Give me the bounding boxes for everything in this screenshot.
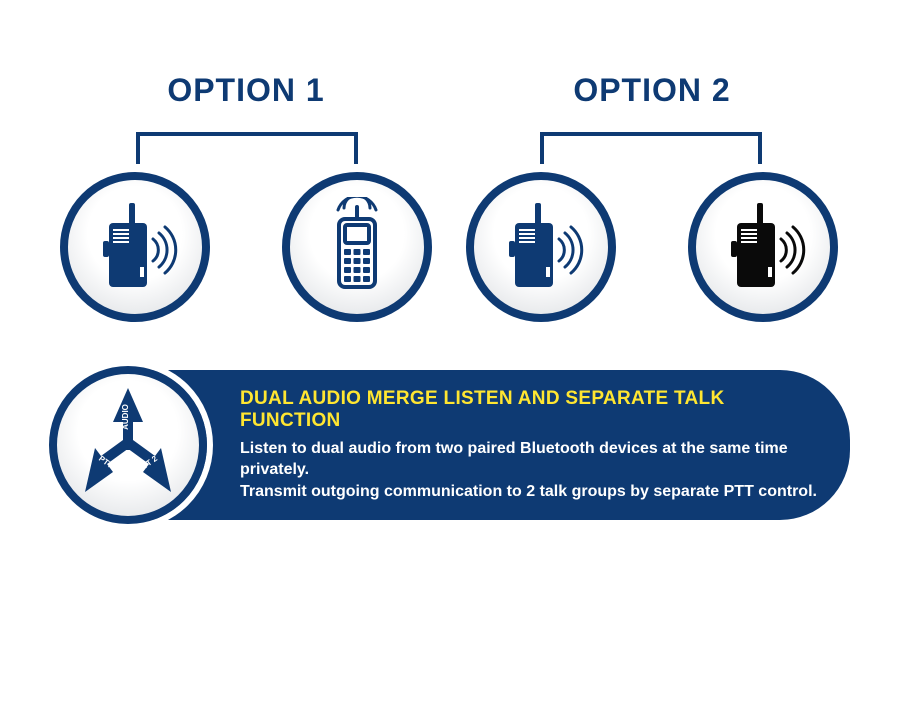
radio-icon: [713, 197, 813, 297]
cellphone-icon: [307, 197, 407, 297]
radio-icon: [491, 197, 591, 297]
radio-icon: [85, 197, 185, 297]
banner-body-1: Listen to dual audio from two paired Blu…: [240, 438, 820, 481]
option2-title: OPTION 2: [466, 72, 838, 109]
audio-label: AUDIO: [121, 404, 130, 430]
option1-bracket: [136, 132, 358, 136]
device-circle-3: [466, 172, 616, 322]
device-circle-4: [688, 172, 838, 322]
option1-title: OPTION 1: [60, 72, 432, 109]
ptt-badge: AUDIO PTT 1 PTT 2: [49, 366, 207, 524]
banner-title: DUAL AUDIO MERGE LISTEN AND SEPARATE TAL…: [240, 388, 820, 432]
device-circle-1: [60, 172, 210, 322]
tri-arrow-icon: AUDIO PTT 1 PTT 2: [63, 380, 193, 510]
device-circle-2: [282, 172, 432, 322]
option2-bracket: [540, 132, 762, 136]
banner-body-2: Transmit outgoing communication to 2 tal…: [240, 481, 820, 503]
